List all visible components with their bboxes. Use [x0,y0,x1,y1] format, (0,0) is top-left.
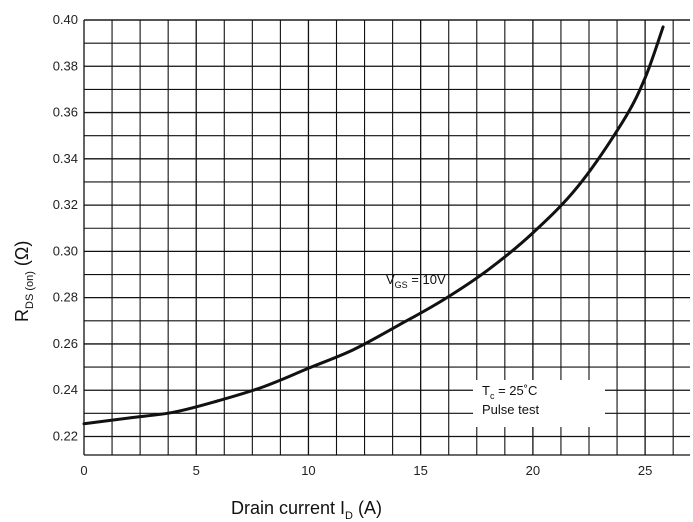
y-tick-label: 0.28 [53,290,78,305]
x-tick-label: 10 [301,463,315,478]
vgs-main: V [386,272,395,287]
y-axis-label: RDS (on) (Ω) [12,241,36,322]
x-axis-label-sub: D [345,510,353,522]
pulse-annotation: Pulse test [482,402,539,417]
y-tick-label: 0.40 [53,12,78,27]
x-tick-label: 25 [638,463,652,478]
y-axis-label-unit: (Ω) [12,241,32,271]
x-tick-label: 15 [413,463,427,478]
y-tick-label: 0.24 [53,382,78,397]
x-tick-labels: 0 5 10 15 20 25 [80,463,652,478]
y-tick-label: 0.36 [53,105,78,120]
vgs-sub: GS [395,280,408,290]
x-axis-label-unit: (A) [353,498,382,518]
y-axis-label-sub: DS (on) [24,271,36,309]
y-axis-label-main: R [12,309,32,322]
temp-rest: = 25˚C [494,383,537,398]
y-tick-label: 0.26 [53,336,78,351]
y-tick-label: 0.22 [53,428,78,443]
series-line [82,25,665,426]
x-tick-label: 0 [80,463,87,478]
temp-sub: c [490,391,495,401]
condition-box [473,380,605,427]
grid-lines [83,19,690,456]
x-axis-label-main: Drain current I [231,498,345,518]
temp-main: T [482,383,490,398]
x-axis-label: Drain current ID (A) [231,498,382,522]
x-tick-label: 5 [193,463,200,478]
vgs-annotation: VGS = 10V [386,272,446,290]
temp-annotation: Tc = 25˚C [482,383,537,401]
y-tick-label: 0.34 [53,151,78,166]
vgs-rest: = 10V [408,272,446,287]
y-tick-label: 0.38 [53,58,78,73]
y-tick-label: 0.30 [53,243,78,258]
y-tick-labels: 0.22 0.24 0.26 0.28 0.30 0.32 0.34 0.36 0.38 0.40 [53,12,78,443]
y-tick-label: 0.32 [53,197,78,212]
x-tick-label: 20 [526,463,540,478]
